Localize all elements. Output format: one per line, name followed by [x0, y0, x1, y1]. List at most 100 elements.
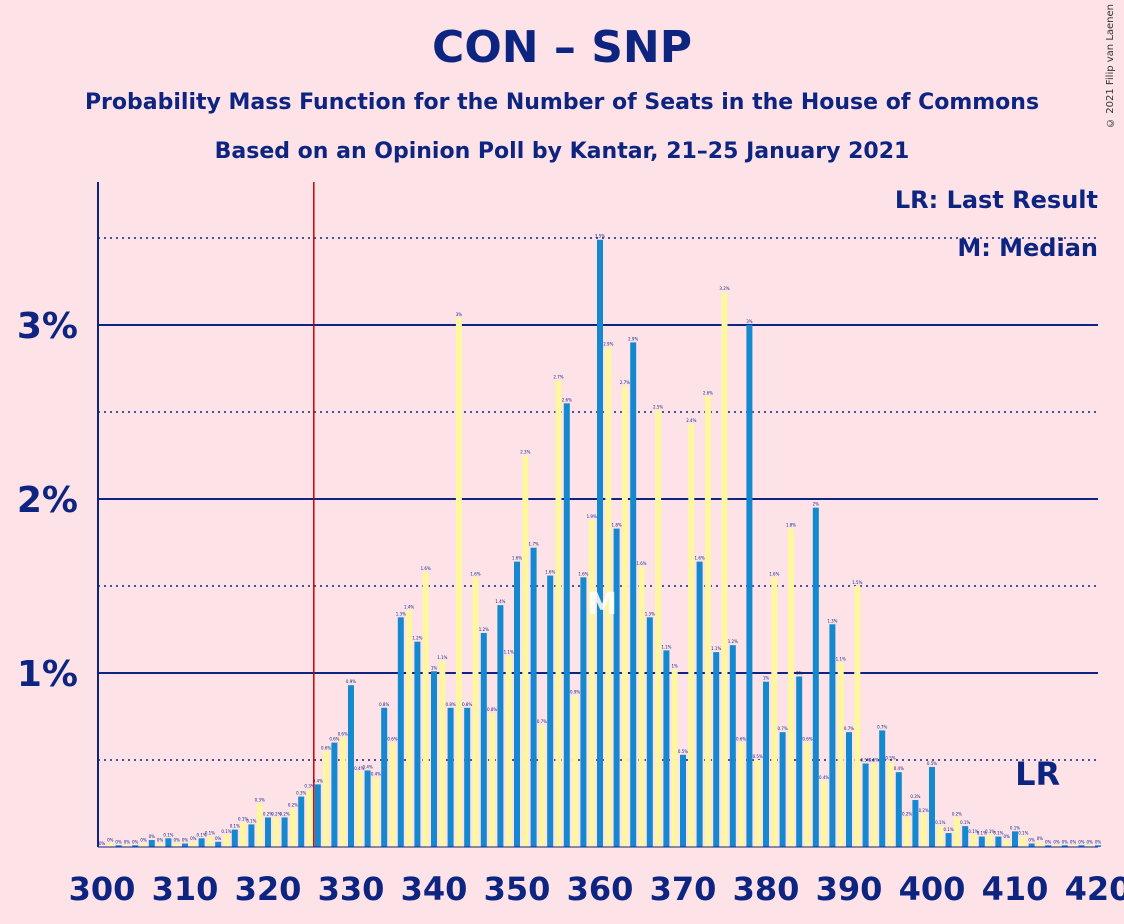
bar-seat-310	[182, 843, 188, 847]
bar-value-label: 0.2%	[288, 803, 298, 808]
bar-seat-352	[530, 547, 537, 847]
bar-value-label: 1.2%	[479, 627, 489, 632]
bar-seat-387	[821, 780, 828, 847]
bar-seat-356	[563, 403, 570, 847]
bar-seat-363	[621, 385, 628, 847]
bar-value-label: 0.1%	[935, 820, 945, 825]
bar-value-label: 0.1%	[968, 829, 978, 834]
bar-seat-386	[812, 507, 819, 847]
bar-seat-335	[389, 742, 396, 847]
bar-value-label: 1%	[763, 676, 770, 681]
bar-seat-374	[713, 652, 720, 847]
bar-seat-367	[655, 410, 662, 847]
bar-value-label: 1.6%	[636, 561, 646, 566]
bar-seat-405	[970, 834, 977, 847]
bar-value-label: 0.2%	[271, 811, 281, 816]
bar-seat-414	[1045, 845, 1052, 847]
bar-seat-389	[837, 662, 844, 847]
bar-seat-317	[240, 822, 247, 847]
bar-seat-412	[1028, 843, 1035, 847]
bar-seat-398	[912, 800, 919, 847]
bar-seat-322	[281, 817, 288, 847]
bar-value-label: 1.9%	[587, 514, 597, 519]
bar-seat-400	[929, 766, 935, 847]
bar-seat-326	[314, 784, 321, 847]
bar-value-label: 0.4%	[371, 771, 381, 776]
bar-value-label: 2.9%	[603, 342, 613, 347]
bar-seat-347	[489, 713, 496, 847]
bar-value-label: 0.2%	[952, 811, 962, 816]
bar-seat-382	[779, 732, 786, 847]
bar-seat-321	[273, 817, 280, 847]
bar-value-label: 0.1%	[1018, 831, 1028, 836]
bar-value-label: 1.1%	[437, 655, 447, 660]
bar-seat-353	[538, 725, 545, 847]
bar-seat-404	[962, 826, 969, 847]
bar-value-label: 0.5%	[869, 757, 879, 762]
bar-value-label: 1%	[672, 664, 679, 669]
bar-value-label: 0.7%	[877, 724, 887, 729]
bar-value-label: 0%	[107, 838, 114, 843]
bar-value-label: 0.6%	[338, 731, 348, 736]
bar-seat-332	[364, 770, 371, 847]
x-tick-label: 310	[152, 870, 219, 908]
bar-value-label: 0.5%	[678, 749, 688, 754]
bar-seat-333	[372, 777, 379, 847]
bar-value-label: 0.1%	[221, 829, 231, 834]
bar-seat-376	[729, 645, 736, 847]
bar-seat-397	[904, 817, 911, 847]
bar-value-label: 1.1%	[836, 657, 846, 662]
bar-value-label: 0.4%	[313, 778, 323, 783]
bar-seat-330	[348, 685, 354, 847]
bar-value-label: 2.6%	[562, 397, 572, 402]
bar-seat-344	[464, 707, 471, 847]
bar-value-label: 1.1%	[661, 644, 671, 649]
bar-value-label: 0.5%	[861, 757, 871, 762]
bar-seat-311	[190, 841, 197, 847]
bar-seat-381	[771, 577, 778, 847]
bar-value-label: 0.1%	[960, 820, 970, 825]
bar-value-label: 1.3%	[396, 611, 406, 616]
bar-value-label: 0.4%	[819, 775, 829, 780]
bar-seat-391	[854, 586, 861, 847]
bar-seat-349	[505, 655, 512, 847]
bar-seat-371	[688, 424, 695, 847]
bar-value-label: 0.3%	[296, 791, 306, 796]
bar-value-label: 0.3%	[910, 794, 920, 799]
bar-value-label: 2.5%	[653, 404, 663, 409]
bar-value-label: 0%	[190, 836, 197, 841]
y-tick-label: 3%	[17, 306, 78, 347]
bar-value-label: 0%	[124, 839, 131, 844]
bar-value-label: 2%	[813, 502, 820, 507]
bar-value-label: 0%	[1004, 834, 1011, 839]
bar-seat-368	[663, 650, 670, 847]
bar-seat-384	[796, 676, 803, 847]
bar-seat-312	[198, 838, 205, 847]
median-marker: M	[587, 587, 617, 622]
bar-value-label: 0%	[157, 838, 164, 843]
bar-value-label: 0%	[149, 834, 156, 839]
bar-value-label: 0.5%	[753, 754, 763, 759]
bar-seat-307	[157, 843, 164, 847]
bar-seat-360	[597, 239, 603, 848]
bar-value-label: 0%	[1028, 838, 1035, 843]
bar-value-label: 0.1%	[230, 824, 240, 829]
bar-seat-388	[829, 624, 836, 847]
bar-seat-345	[472, 577, 479, 847]
bar-seat-318	[248, 824, 255, 847]
bar-value-label: 1.2%	[412, 636, 422, 641]
bar-seat-408	[995, 836, 1002, 847]
bar-seat-393	[870, 763, 877, 847]
bar-value-label: 0.4%	[354, 766, 364, 771]
bar-seat-342	[447, 707, 454, 847]
bar-seat-354	[547, 575, 554, 847]
bar-value-label: 2.6%	[703, 390, 713, 395]
bar-value-label: 0%	[1070, 839, 1077, 844]
bar-value-label: 0%	[1053, 839, 1060, 844]
y-tick-label: 1%	[17, 654, 78, 695]
bar-value-label: 1.4%	[404, 604, 414, 609]
bar-value-label: 0%	[1045, 839, 1052, 844]
bar-value-label: 1.6%	[545, 570, 555, 575]
bar-value-label: 1.6%	[695, 556, 705, 561]
bar-seat-385	[804, 742, 811, 847]
